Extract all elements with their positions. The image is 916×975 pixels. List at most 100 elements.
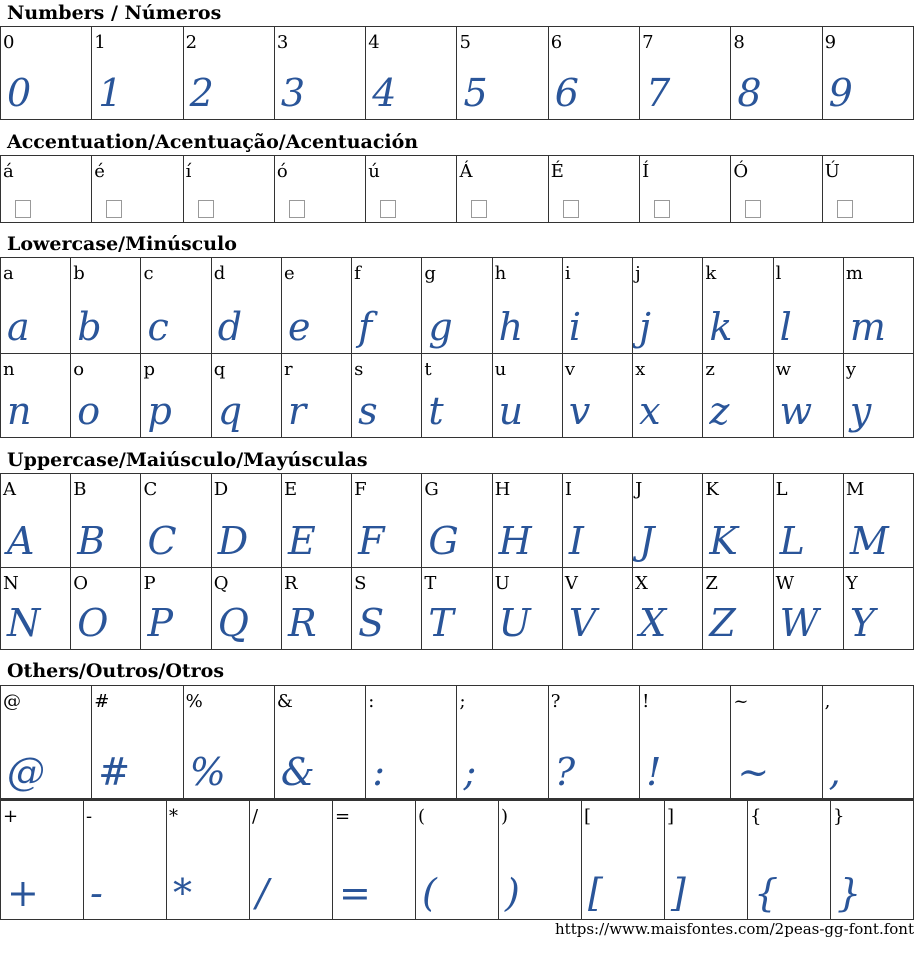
- glyph-cell: ,,: [822, 686, 914, 799]
- glyph-sample: U: [498, 601, 531, 645]
- glyph-sample: J: [639, 519, 655, 563]
- glyph-sample: ~: [737, 750, 770, 794]
- missing-glyph-icon: [288, 200, 305, 218]
- glyph-cell: í: [183, 156, 275, 223]
- glyph-label: A: [3, 479, 16, 500]
- glyph-sample: %: [189, 750, 226, 794]
- glyph-label: S: [354, 573, 367, 594]
- missing-glyph-icon: [654, 200, 671, 218]
- glyph-sample: !: [646, 750, 662, 794]
- glyph-label: u: [494, 359, 507, 380]
- glyph-label: :: [368, 691, 375, 712]
- glyph-sample: I: [568, 519, 584, 563]
- glyph-cell: é: [92, 156, 184, 223]
- glyph-sample: H: [498, 519, 532, 563]
- glyph-label: o: [73, 359, 85, 380]
- glyph-sample: d: [217, 305, 243, 349]
- glyph-sample: Q: [217, 601, 249, 645]
- glyph-cell: ;;: [457, 686, 549, 799]
- section-heading: Others/Outros/Otros: [7, 660, 225, 682]
- glyph-sample: ;: [463, 750, 477, 794]
- glyph-cell: Ó: [731, 156, 823, 223]
- glyph-label: Ú: [824, 161, 840, 182]
- glyph-label: /: [252, 806, 259, 827]
- source-url: https://www.maisfontes.com/2peas-gg-font…: [555, 920, 914, 938]
- missing-glyph-icon: [836, 200, 853, 218]
- glyph-sample: f: [358, 305, 373, 349]
- missing-glyph-icon: [197, 200, 214, 218]
- glyph-sample: -: [90, 871, 103, 915]
- glyph-sample: {: [754, 871, 779, 915]
- glyph-label: a: [3, 263, 14, 284]
- glyph-cell: }}: [831, 801, 914, 920]
- glyph-label: Ó: [733, 161, 749, 182]
- glyph-label: y: [845, 359, 856, 380]
- glyph-label: O: [73, 573, 88, 594]
- glyph-sample: }: [837, 871, 862, 915]
- glyph-label: 3: [276, 32, 289, 53]
- glyph-label: X: [635, 573, 648, 594]
- glyph-cell: ??: [548, 686, 641, 799]
- glyph-label: #: [94, 691, 110, 712]
- glyph-label: M: [845, 479, 865, 500]
- glyph-label: h: [494, 263, 507, 284]
- glyph-sample: /: [256, 871, 269, 915]
- glyph-sample: ]: [671, 871, 686, 915]
- glyph-label: ú: [368, 161, 380, 182]
- glyph-sample: o: [77, 389, 101, 433]
- glyph-label: [: [584, 806, 592, 827]
- glyph-label: ~: [733, 691, 749, 712]
- glyph-sample: S: [358, 601, 385, 645]
- glyph-cell: Í: [640, 156, 732, 223]
- glyph-sample: F: [358, 519, 385, 563]
- glyph-label: (: [418, 806, 426, 827]
- glyph-label: f: [354, 263, 361, 284]
- glyph-sample: N: [7, 601, 41, 645]
- glyph-label: Í: [642, 161, 650, 182]
- glyph-sample: :: [372, 750, 385, 794]
- glyph-label: F: [354, 479, 367, 500]
- glyph-label: T: [424, 573, 437, 594]
- glyph-label: H: [494, 479, 511, 500]
- missing-glyph-icon: [106, 200, 123, 218]
- glyph-label: 6: [550, 32, 563, 53]
- glyph-sample: T: [428, 601, 454, 645]
- glyph-label: ó: [276, 161, 288, 182]
- glyph-sample: R: [287, 601, 317, 645]
- glyph-label: ,: [824, 691, 831, 712]
- glyph-sample: O: [77, 601, 109, 645]
- glyph-label: Á: [459, 161, 473, 182]
- glyph-sample: D: [217, 519, 249, 563]
- glyph-sample: 1: [98, 71, 123, 115]
- glyph-sample: x: [639, 389, 661, 433]
